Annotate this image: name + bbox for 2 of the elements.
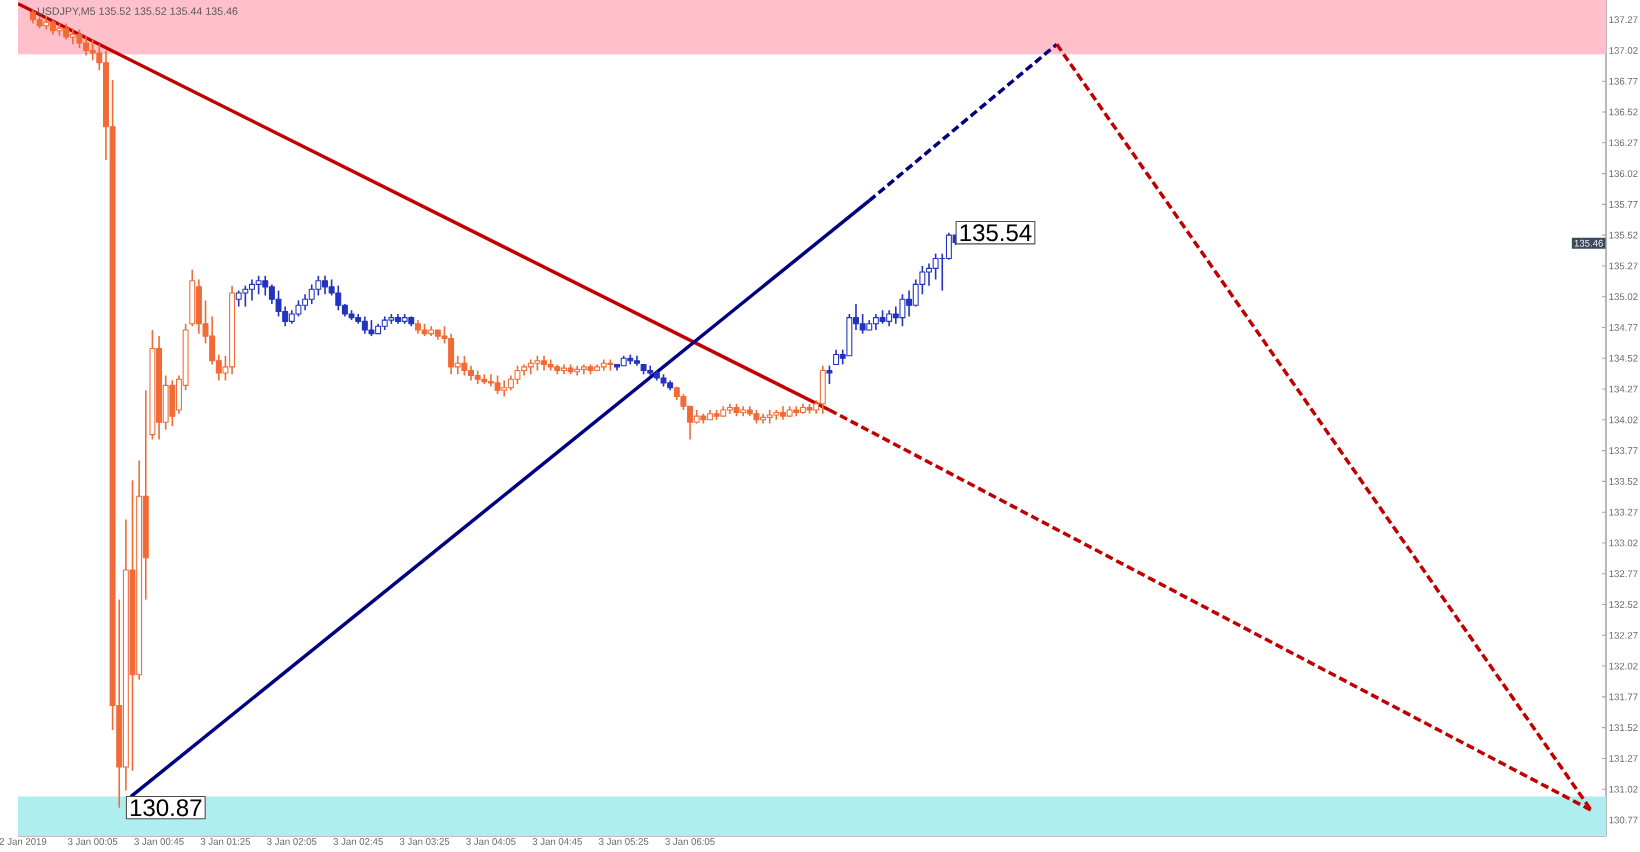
annotation: 135.54 <box>960 224 1032 242</box>
annotation: 130.87 <box>130 799 202 817</box>
